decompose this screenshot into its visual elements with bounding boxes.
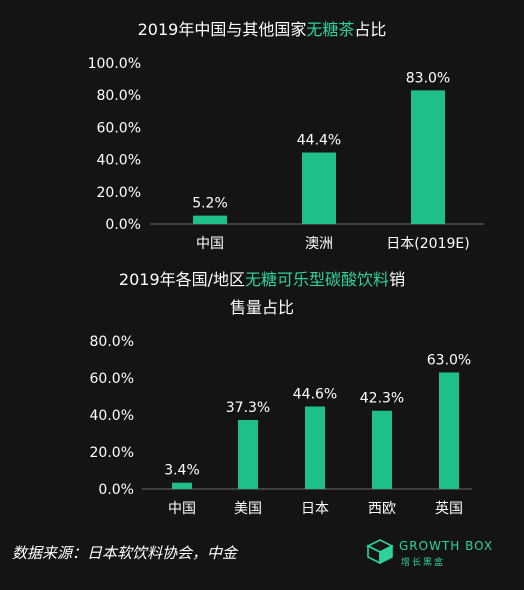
chart-1-ytick-label: 100.0% (88, 56, 141, 72)
chart-2-ytick-label: 60.0% (90, 371, 134, 387)
logo-text-en: GROWTH BOX (399, 539, 494, 553)
chart-2-title-line-2: 售量占比 (0, 297, 524, 319)
chart-1-ytick-label: 0.0% (105, 217, 141, 233)
chart-1-ytick-label: 20.0% (97, 185, 141, 201)
title-highlight: 无糖可乐型碳酸饮料 (245, 270, 390, 289)
chart-1-bar (411, 90, 445, 225)
chart-2-data-label: 44.6% (293, 386, 337, 402)
chart-1-data-label: 44.4% (297, 133, 341, 149)
chart-2-bar (439, 372, 459, 489)
chart-1-category-label: 中国 (196, 236, 224, 252)
chart-2-ytick-label: 40.0% (90, 408, 134, 424)
chart-1-bar (302, 152, 336, 224)
chart-1-ytick-label: 40.0% (97, 153, 141, 169)
chart-2-data-label: 3.4% (164, 463, 200, 479)
box-logo-icon (366, 539, 394, 564)
title-text: 占比 (354, 20, 387, 39)
chart-1-ytick-label: 80.0% (97, 88, 141, 104)
growth-box-logo: GROWTH BOX 增长黑盒 (365, 536, 505, 570)
title-text: 2019年中国与其他国家 (137, 20, 307, 39)
chart-2-bar (172, 482, 192, 489)
title-text: 销 (389, 270, 406, 289)
chart-1-data-label: 5.2% (192, 196, 228, 212)
chart-2-category-label: 西欧 (368, 501, 396, 517)
chart-2-data-label: 42.3% (360, 391, 404, 407)
chart-2-category-label: 日本 (301, 501, 329, 517)
chart-2-data-label: 37.3% (226, 400, 270, 416)
chart-2-bar (238, 419, 258, 489)
chart-2-ytick-label: 80.0% (90, 334, 134, 350)
chart-2-ytick-label: 20.0% (90, 445, 134, 461)
logo-text-cn: 增长黑盒 (401, 558, 446, 568)
chart-2-data-label: 63.0% (427, 352, 471, 368)
chart-2-category-label: 中国 (168, 501, 196, 517)
chart-1-data-label: 83.0% (406, 70, 450, 86)
chart-2-category-label: 美国 (234, 501, 262, 517)
chart-2-title-line-1: 2019年各国/地区无糖可乐型碳酸饮料销 (0, 269, 524, 291)
chart-1-category-label: 日本(2019E) (386, 236, 469, 252)
chart-1-bar (193, 215, 227, 224)
title-text: 2019年各国/地区 (118, 270, 246, 289)
chart-2-bar (372, 410, 392, 489)
chart-1-category-label: 澳洲 (305, 236, 333, 252)
title-highlight: 无糖茶 (306, 20, 355, 39)
chart-1: 0.0% 20.0% 40.0% 60.0% 80.0% 100.0% 5.2% 中国 44.4… (88, 56, 484, 252)
chart-1-ytick-label: 60.0% (97, 120, 141, 136)
chart-1-title: 2019年中国与其他国家无糖茶占比 (0, 19, 524, 41)
chart-2-ytick-label: 0.0% (98, 482, 134, 498)
chart-2-bar (305, 406, 325, 489)
title-text: 售量占比 (229, 298, 294, 317)
source-note: 数据来源：日本软饮料协会，中金 (12, 544, 238, 562)
chart-2-category-label: 英国 (435, 500, 463, 517)
